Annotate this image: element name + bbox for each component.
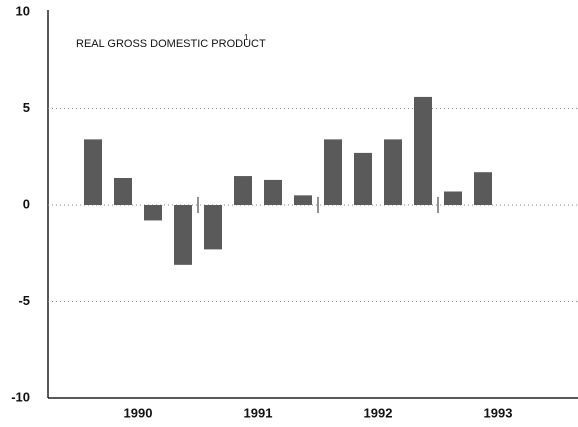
y-tick-label: -5 <box>18 293 30 308</box>
y-tick-label: -10 <box>11 389 30 404</box>
x-tick-label: 1993 <box>484 405 513 420</box>
bar <box>204 205 222 250</box>
bar <box>264 179 282 205</box>
bar <box>324 139 342 205</box>
chart-title: REAL GROSS DOMESTIC PRODUCT <box>76 38 266 50</box>
bar <box>444 191 462 205</box>
y-tick-label: 10 <box>16 3 30 18</box>
y-tick-label: 0 <box>23 196 30 211</box>
bar <box>114 177 132 205</box>
bar <box>354 152 372 205</box>
bar <box>234 176 252 205</box>
x-tick-label: 1992 <box>364 405 393 420</box>
bar <box>384 139 402 205</box>
x-tick-label: 1990 <box>124 405 153 420</box>
bar <box>294 195 312 205</box>
x-tick-label: 1991 <box>244 405 273 420</box>
bar <box>174 205 192 265</box>
bar <box>414 96 432 205</box>
title-note: 1 <box>244 33 249 42</box>
bar <box>84 139 102 205</box>
y-tick-label: 5 <box>23 100 30 115</box>
bar <box>144 205 162 221</box>
bar <box>474 172 492 205</box>
